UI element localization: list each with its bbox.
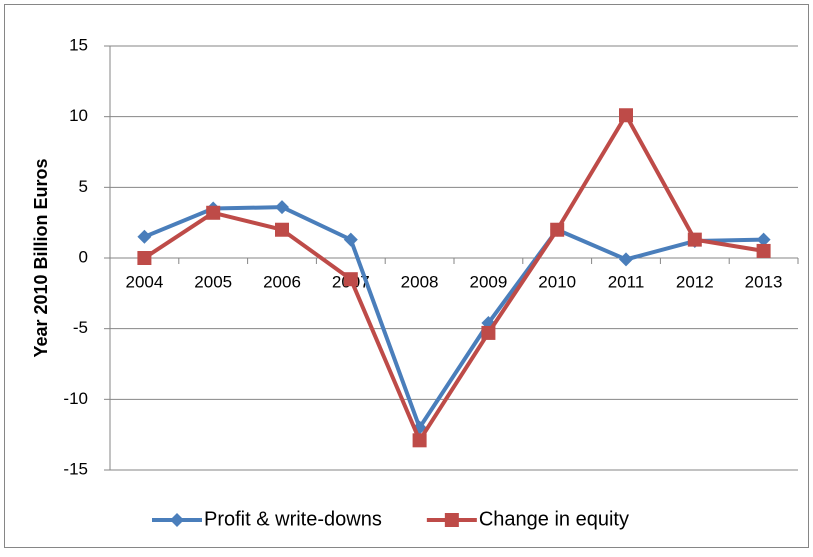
x-tick-label: 2005 bbox=[194, 272, 232, 291]
legend-label: Profit & write-downs bbox=[204, 508, 382, 530]
y-axis-title: Year 2010 Billion Euros bbox=[31, 158, 51, 357]
data-point bbox=[550, 222, 565, 237]
legend-marker bbox=[444, 513, 459, 527]
x-tick-label: 2012 bbox=[676, 272, 714, 291]
x-tick-label: 2011 bbox=[608, 272, 645, 291]
data-point bbox=[137, 251, 152, 265]
y-tick-label: 15 bbox=[69, 35, 88, 54]
data-point bbox=[343, 232, 358, 247]
x-tick-label: 2008 bbox=[401, 272, 439, 291]
x-tick-label: 2006 bbox=[263, 272, 301, 291]
x-tick-label: 2013 bbox=[745, 272, 783, 291]
y-tick-label: 10 bbox=[69, 106, 88, 125]
legend-marker bbox=[170, 513, 184, 527]
data-point bbox=[412, 433, 427, 448]
series-line bbox=[143, 113, 764, 443]
y-tick-label: -5 bbox=[73, 318, 88, 337]
x-tick-label: 2009 bbox=[469, 272, 507, 291]
data-point bbox=[619, 252, 633, 267]
data-point bbox=[275, 222, 289, 237]
data-point bbox=[343, 272, 358, 287]
series-line bbox=[143, 205, 764, 430]
x-tick-label: 2004 bbox=[125, 272, 163, 291]
y-tick-label: 0 bbox=[79, 247, 88, 266]
data-point bbox=[756, 232, 771, 247]
y-tick-label: 5 bbox=[79, 177, 88, 196]
data-point bbox=[275, 200, 289, 215]
data-point bbox=[137, 229, 152, 244]
data-point bbox=[756, 243, 771, 258]
chart-border bbox=[4, 4, 809, 548]
data-point bbox=[206, 205, 221, 220]
data-point bbox=[687, 232, 702, 247]
legend-label: Change in equity bbox=[479, 508, 629, 530]
data-point bbox=[481, 325, 496, 340]
y-tick-label: -15 bbox=[63, 459, 88, 478]
data-point bbox=[619, 108, 633, 123]
y-tick-label: -10 bbox=[63, 389, 88, 408]
x-tick-label: 2010 bbox=[538, 272, 576, 291]
